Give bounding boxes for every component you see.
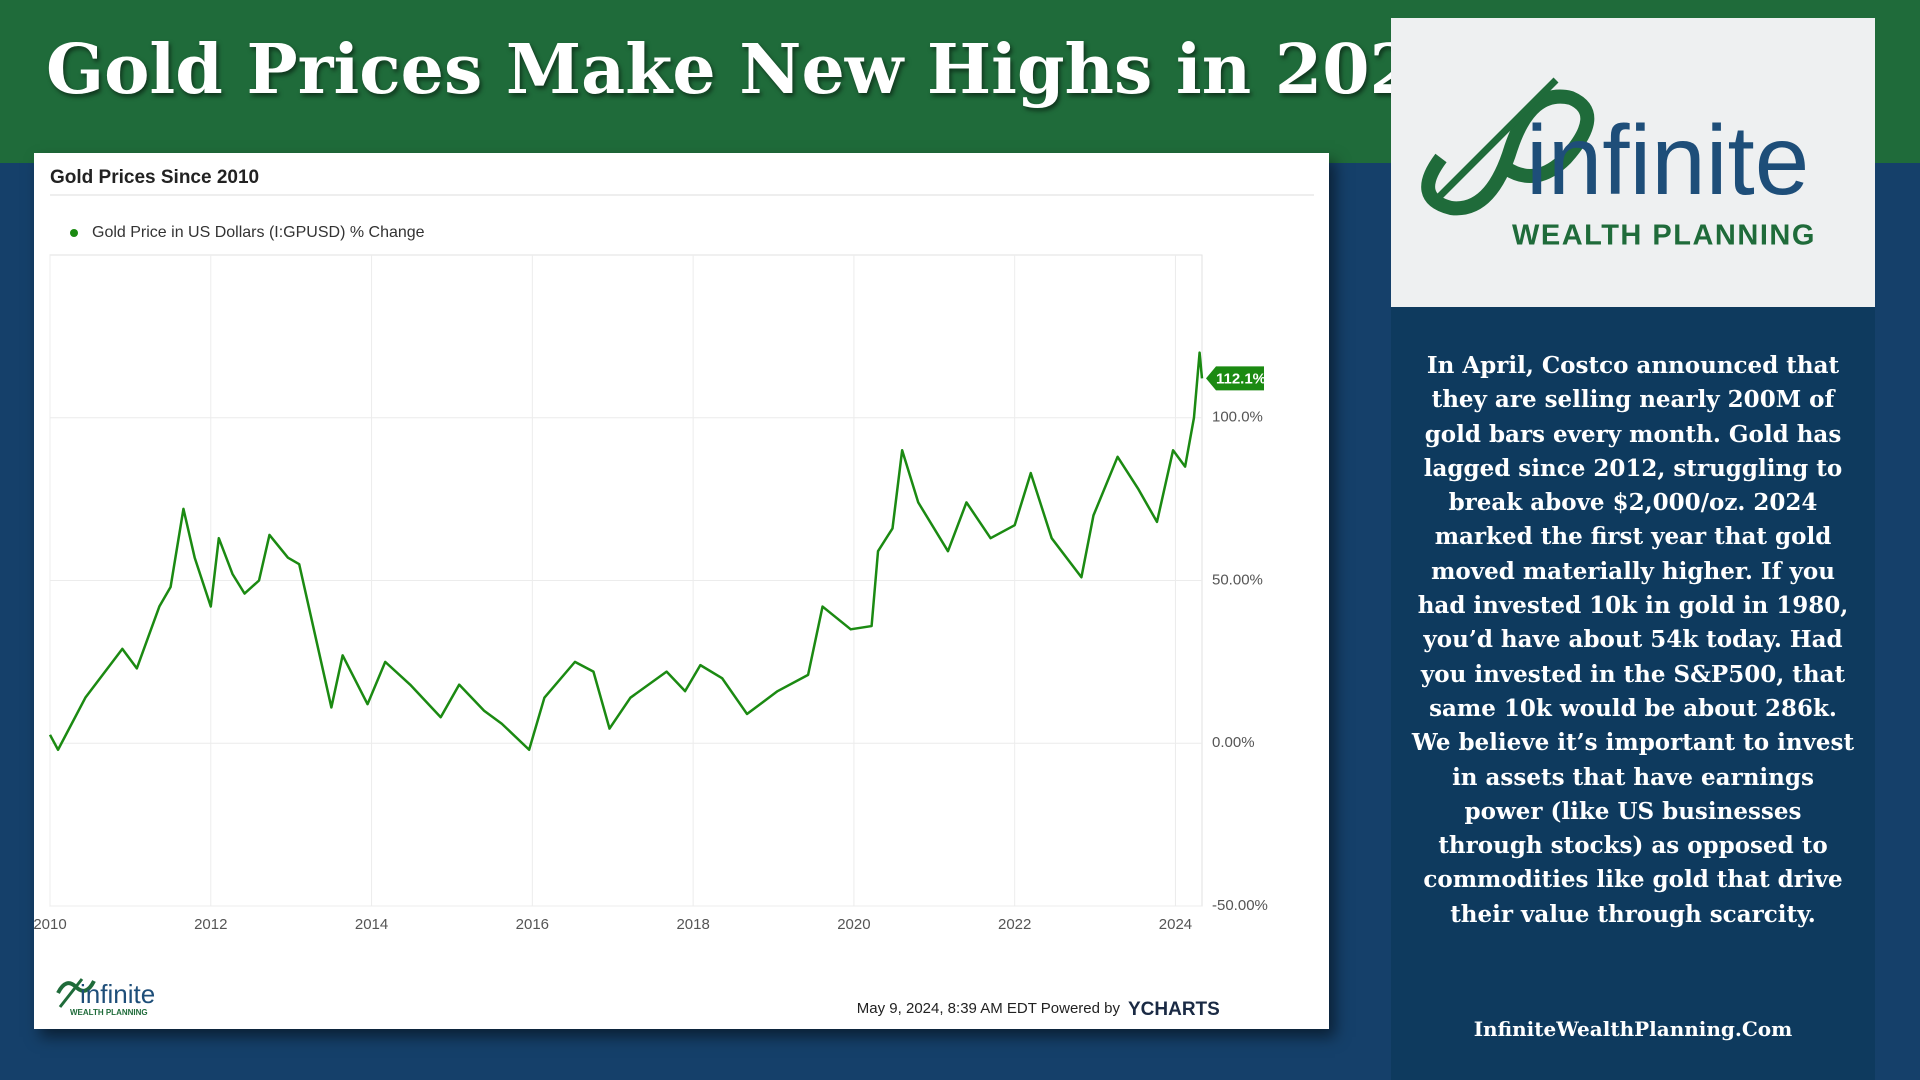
- x-tick-label: 2010: [34, 916, 67, 933]
- x-tick-label: 2020: [837, 916, 870, 933]
- end-label: 112.1%: [1216, 370, 1266, 387]
- small-logo-tagline: WEALTH PLANNING: [70, 1008, 148, 1017]
- chart-footer: May 9, 2024, 8:39 AM EDT Powered by: [857, 1000, 1121, 1017]
- x-tick-label: 2022: [998, 916, 1031, 933]
- sidebar: In April, Costco announced that they are…: [1391, 307, 1875, 1080]
- x-tick-label: 2012: [194, 916, 227, 933]
- y-tick-label: 50.00%: [1212, 571, 1263, 588]
- small-logo-name: infinite: [80, 979, 155, 1009]
- end-label-tag: [1206, 366, 1264, 391]
- x-tick-label: 2024: [1159, 916, 1192, 933]
- x-tick-label: 2016: [516, 916, 549, 933]
- chart-title: Gold Prices Since 2010: [50, 167, 259, 188]
- source-logo: YCHARTS: [1128, 999, 1220, 1020]
- logo-name: infinite: [1526, 105, 1809, 215]
- x-tick-label: 2014: [355, 916, 388, 933]
- x-tick-label: 2018: [676, 916, 709, 933]
- page-title: Gold Prices Make New Highs in 2024: [46, 30, 1465, 110]
- y-tick-label: 0.00%: [1212, 734, 1255, 751]
- data-line: [48, 351, 1204, 752]
- logo: infinite WEALTH PLANNING: [1421, 77, 1816, 252]
- small-logo: infinite WEALTH PLANNING: [56, 978, 155, 1017]
- y-tick-label: 100.0%: [1212, 409, 1263, 426]
- chart-card: Gold Prices Since 2010 Gold Price in US …: [33, 153, 1329, 1029]
- logo-tagline: WEALTH PLANNING: [1512, 220, 1816, 252]
- chart: Gold Prices Since 2010 Gold Price in US …: [33, 167, 1314, 1020]
- y-tick-label: -50.00%: [1212, 897, 1268, 914]
- logo-box: infinite WEALTH PLANNING: [1391, 18, 1875, 307]
- legend-label: Gold Price in US Dollars (I:GPUSD) % Cha…: [92, 224, 425, 241]
- sidebar-text: In April, Costco announced that they are…: [1411, 352, 1855, 928]
- legend-marker: [70, 229, 78, 237]
- website: InfiniteWealthPlanning.Com: [1473, 1017, 1793, 1041]
